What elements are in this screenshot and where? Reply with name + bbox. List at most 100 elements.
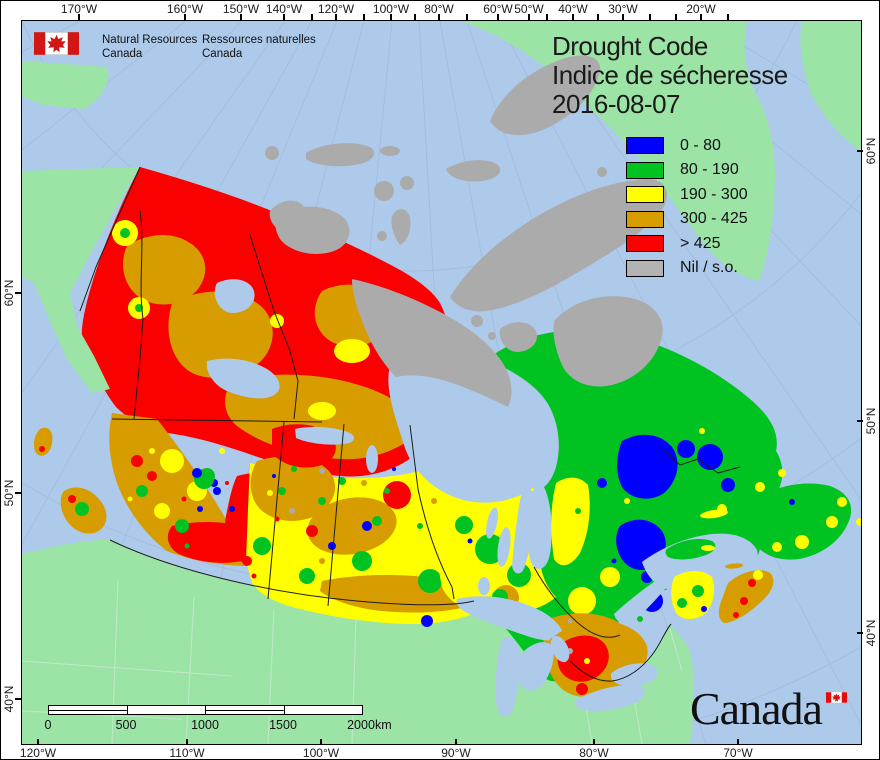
nrcan-signature: Natural Resources Canada Ressources natur… (33, 31, 334, 72)
on-qc-border (533, 566, 621, 638)
greenland-west (460, 21, 776, 281)
sixtieth-parallel-border (111, 418, 323, 423)
foreign-land (22, 21, 861, 744)
longitude-label-top: 100°W (372, 2, 410, 16)
lower-lakes (516, 635, 658, 711)
georgian-bay (550, 635, 570, 663)
longitude-label-bottom: 100°W (302, 746, 340, 760)
longitude-label-top: 40°W (558, 2, 588, 16)
yukon-nwt-border (133, 210, 144, 420)
banks-island (269, 200, 307, 232)
map-frame: Natural Resources Canada Ressources natur… (21, 20, 862, 745)
hudson-bay (388, 347, 559, 569)
longitude-label-bottom: 90°W (441, 746, 471, 760)
anticosti (700, 509, 728, 519)
somerset-island (374, 181, 394, 201)
sk-mb-border (327, 423, 345, 607)
reindeer-lake (366, 445, 378, 473)
nrcan-english-label: Natural Resources Canada (102, 34, 198, 60)
lake-ontario (610, 663, 658, 687)
scale-label: 2000 (347, 718, 375, 732)
great-slave-lake (206, 358, 280, 399)
boothia (391, 208, 411, 245)
legend-swatch-yellow (626, 186, 664, 203)
latitude-label-left: 40°N (2, 685, 16, 713)
longitude-label-bottom: 70°W (723, 746, 753, 760)
lake-athabasca (295, 426, 355, 445)
longitude-label-bottom: 110°W (169, 746, 205, 760)
alaska (22, 167, 140, 393)
legend-swatch-gray (626, 259, 664, 277)
legend-label: 190 - 300 (680, 185, 748, 203)
longitude-label-top: 140°W (265, 2, 303, 16)
canada-wordmark: Canada (690, 685, 860, 737)
nrcan-french-label: Ressources naturelles Canada (202, 34, 316, 60)
legend-item: Nil / s.o. (626, 259, 748, 277)
political-borders (79, 166, 741, 682)
greenland-east (800, 21, 861, 151)
map-title: Drought Code Indice de sécheresse 2016-0… (552, 32, 788, 119)
latitude-label-left: 60°N (2, 279, 16, 307)
great-bear-lake (214, 279, 255, 313)
ungava-peninsula (553, 296, 663, 387)
ellesmere-island (490, 55, 601, 136)
longitude-label-top: 120°W (317, 2, 355, 16)
legend-label: 300 - 425 (680, 210, 748, 227)
nwt-nunavut-border (249, 234, 299, 420)
southampton-island (499, 322, 538, 352)
scale-bar-graphic (48, 705, 363, 715)
legend-label: > 425 (680, 234, 721, 252)
lake-nipigon (478, 577, 490, 595)
scale-label: 1000 (191, 718, 219, 732)
legend-label: 0 - 80 (680, 136, 721, 154)
alaska-yukon-border (79, 166, 141, 312)
scale-bar: 0 500 1000 1500 2000 km (45, 705, 408, 737)
legend: 0 - 80 80 - 190 190 - 300 300 - 425 > 42… (626, 137, 748, 284)
legend-label: Nil / s.o. (680, 259, 738, 276)
legend-item: 0 - 80 (626, 137, 748, 154)
latitude-label-right: 50°N (864, 407, 878, 435)
mb-on-border (409, 424, 455, 600)
legend-swatch-red (626, 235, 664, 252)
legend-label: 80 - 190 (680, 161, 739, 178)
nil-regions (265, 55, 668, 407)
scale-unit: km (375, 718, 392, 732)
longitude-label-top: 30°W (608, 2, 638, 16)
longitude-label-bottom: 80°W (579, 746, 609, 760)
us-border-west (109, 539, 475, 606)
kivalliq-mainland (352, 279, 512, 407)
st-lawrence-river (614, 580, 666, 628)
longitude-label-top: 170°W (60, 2, 98, 16)
legend-swatch-orange (626, 210, 664, 228)
longitude-label-top: 50°W (514, 2, 544, 16)
region-northwest (81, 167, 453, 477)
title-date: 2016-08-07 (552, 89, 680, 119)
devon-island (446, 160, 501, 182)
lake-huron (516, 642, 554, 691)
latitude-label-right: 40°N (864, 619, 878, 647)
title-french: Indice de sécheresse (552, 60, 788, 90)
legend-swatch-blue (626, 137, 664, 154)
legend-item: 300 - 425 (626, 210, 748, 228)
scale-label: 500 (115, 718, 137, 732)
melville-island (306, 143, 375, 167)
wordmark-text: Canada (690, 683, 823, 734)
ab-sk-border (267, 421, 285, 600)
longitude-label-top: 80°W (424, 2, 454, 16)
lake-winnipeg (512, 489, 536, 574)
gaspe (665, 539, 716, 560)
canada-drought-map (22, 21, 861, 744)
latitude-label-left: 50°N (2, 479, 16, 507)
us-border-east (569, 623, 672, 682)
haida-gwaii (33, 427, 53, 456)
qc-nl-border (661, 448, 741, 474)
lake-michigan (495, 637, 520, 717)
united-states (22, 539, 694, 744)
nova-scotia (718, 570, 774, 623)
russia (22, 61, 109, 109)
longitude-label-top: 60°W (483, 2, 513, 16)
newfoundland (750, 483, 852, 560)
longitude-label-top: 160°W (166, 2, 204, 16)
longitude-label-top: 150°W (222, 2, 260, 16)
